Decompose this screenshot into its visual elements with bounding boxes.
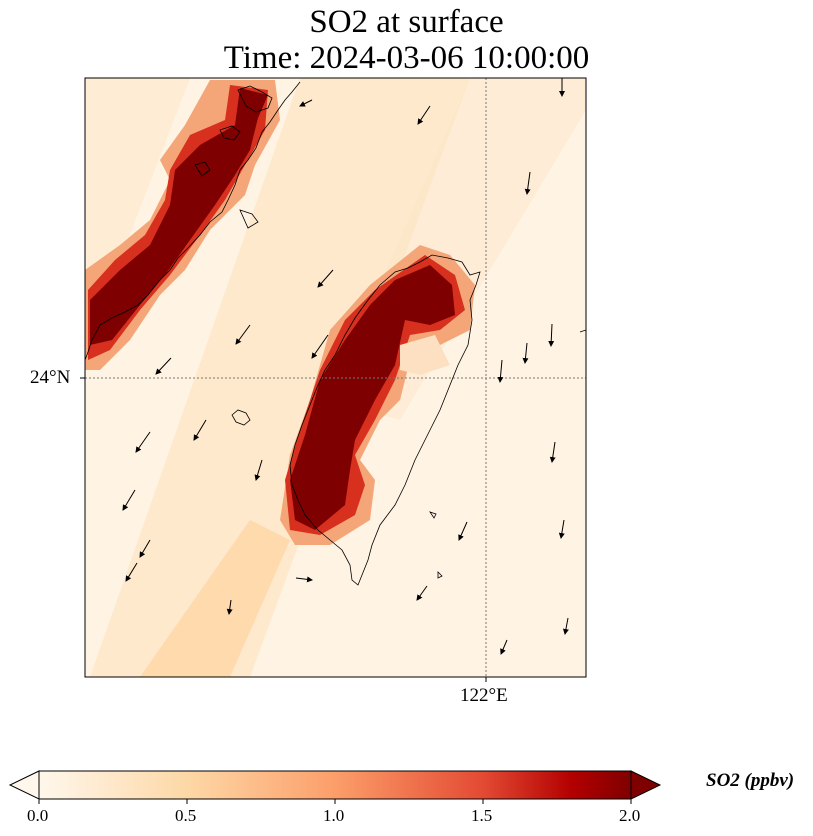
wind-vector <box>549 441 556 463</box>
so2-field <box>85 78 586 677</box>
so2-plume-taiwan <box>280 245 475 545</box>
wind-vector <box>122 489 136 511</box>
so2-plume-mainland <box>85 80 280 370</box>
wind-vector <box>311 334 329 359</box>
wind-vector <box>562 617 569 635</box>
colorbar-tick-marks <box>38 799 632 804</box>
wind-vector <box>500 639 508 655</box>
coastline-islet-east <box>429 329 586 579</box>
wind-vector <box>524 171 531 195</box>
colorbar-tick-label: 2.0 <box>619 806 641 825</box>
colorbar-gradient <box>39 771 631 799</box>
wind-vector <box>548 323 555 347</box>
wind-vector <box>317 269 334 288</box>
wind-vector <box>558 519 565 539</box>
wind-vector <box>155 357 172 375</box>
wind-vector <box>139 539 151 558</box>
wind-vector <box>416 585 428 601</box>
coastline-penghu <box>231 409 251 426</box>
title-line-1: SO2 at surface <box>309 4 504 40</box>
wind-vector <box>417 105 431 125</box>
colorbar-tick-label: 1.0 <box>323 806 345 825</box>
wind-vector <box>125 562 138 582</box>
colorbar <box>8 770 662 804</box>
coastline-taiwan <box>289 254 481 586</box>
wind-vector <box>135 431 151 453</box>
wind-vector <box>295 576 313 583</box>
colorbar-title: SO2 (ppbv) <box>706 770 795 791</box>
wind-vector <box>235 324 251 345</box>
wind-vector <box>254 459 263 481</box>
lat-tick-label: 24°N <box>30 367 71 388</box>
wind-vector <box>497 359 504 383</box>
colorbar-tick-label: 0.5 <box>175 806 197 825</box>
colorbar-tick-label: 0.0 <box>27 806 49 825</box>
title-line-2: Time: 2024-03-06 10:00:00 <box>223 40 590 76</box>
wind-vector <box>458 521 468 541</box>
coastline-islands-north <box>194 85 273 229</box>
wind-vector <box>299 99 313 107</box>
figure-title: SO2 at surface Time: 2024-03-06 10:00:00 <box>0 4 813 76</box>
wind-vector <box>193 419 207 441</box>
wind-vector <box>522 342 529 364</box>
colorbar-extend-high <box>630 770 662 800</box>
colorbar-tick-label: 1.5 <box>471 806 493 825</box>
coastlines <box>85 81 586 586</box>
coastline-mainland <box>85 81 301 361</box>
wind-vectors <box>122 78 569 655</box>
wind-vector <box>226 599 233 615</box>
colorbar-extend-low <box>8 770 40 800</box>
lon-tick-label: 122°E <box>460 685 508 706</box>
